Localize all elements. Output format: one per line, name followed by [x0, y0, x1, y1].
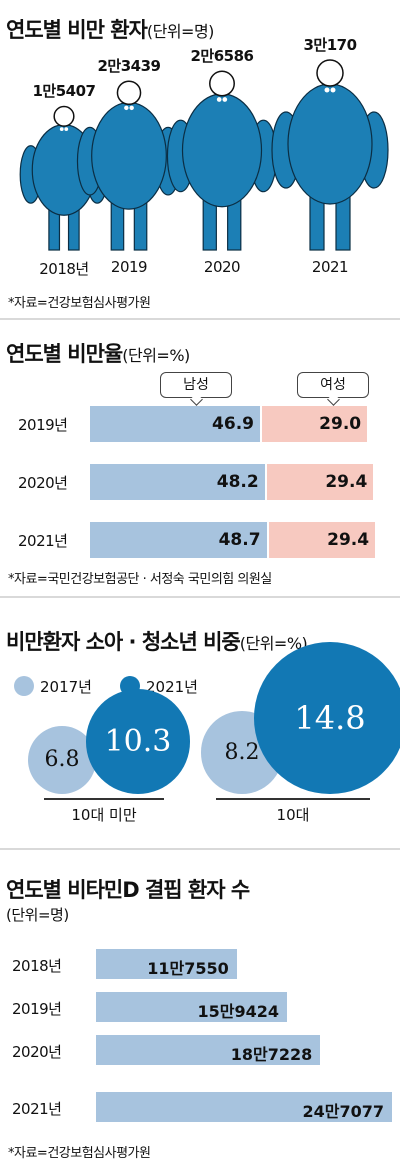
year-label: 2018년 — [12, 957, 62, 975]
female-value-label: 29.4 — [327, 530, 370, 550]
group-label: 10대 미만 — [71, 806, 137, 824]
group-underline — [216, 798, 370, 800]
value-label: 15만9424 — [197, 1002, 279, 1021]
legend-dot-icon — [14, 676, 34, 696]
value-label: 1만5407 — [32, 82, 97, 101]
vitamin-d-bar: 11만7550 — [96, 949, 237, 979]
obese-figure-1 — [76, 80, 182, 251]
year-label: 2021년 — [12, 1100, 62, 1118]
year-label: 2020년 — [12, 1043, 62, 1061]
source-note-4: *자료=건강보험심사평가원 — [8, 1146, 151, 1161]
source-note-1: *자료=건강보험심사평가원 — [8, 296, 151, 311]
unit-text: (단위=명) — [6, 906, 69, 924]
value-label: 3만170 — [303, 36, 357, 54]
value-label: 18만7228 — [230, 1045, 313, 1064]
vitamin-d-bar: 15만9424 — [96, 992, 287, 1022]
year-label: 2021년 — [18, 532, 68, 550]
title-text: 연도별 비만율 — [6, 342, 123, 366]
male-legend-bubble: 남성 — [160, 372, 232, 398]
female-value-label: 29.4 — [325, 472, 368, 492]
vitamin-d-bar: 24만7077 — [96, 1092, 392, 1122]
male-bar: 48.7 — [90, 522, 267, 558]
female-bar: 29.4 — [266, 464, 374, 500]
group-label: 10대 — [276, 806, 310, 824]
male-value-label: 48.2 — [216, 472, 259, 492]
year-label: 2020 — [203, 258, 241, 276]
male-bar: 48.2 — [90, 464, 265, 500]
title-text: 연도별 비만 환자 — [6, 18, 148, 42]
source-note-2: *자료=국민건강보험공단 · 서정숙 국민의힘 의원실 — [8, 572, 272, 587]
value-label: 11만7550 — [147, 959, 229, 978]
divider — [0, 318, 400, 320]
male-bar: 46.9 — [90, 406, 260, 442]
group-underline — [44, 798, 164, 800]
obese-figure-3 — [271, 59, 389, 251]
obesity-patients-title: 연도별 비만 환자(단위=명) — [6, 14, 214, 44]
female-value-label: 29.0 — [319, 414, 362, 434]
year-label: 2019 — [110, 258, 148, 276]
divider — [0, 596, 400, 598]
obesity-rate-title: 연도별 비만율(단위=%) — [6, 338, 190, 368]
obese-figure-0 — [19, 105, 109, 251]
value-label: 24만7077 — [302, 1102, 384, 1121]
female-bar: 29.4 — [268, 522, 376, 558]
year-label: 2021 — [311, 258, 349, 276]
female-legend-bubble: 여성 — [297, 372, 369, 398]
legend-label: 2021년 — [146, 678, 198, 696]
male-value-label: 48.7 — [218, 530, 261, 550]
year-label: 2020년 — [18, 474, 68, 492]
female-bar: 29.0 — [262, 406, 368, 442]
value-label: 2만3439 — [97, 57, 162, 76]
child-share-title: 비만환자 소아 · 청소년 비중(단위=%) — [6, 626, 308, 656]
circle-2021: 14.8 — [254, 642, 400, 794]
unit-text: (단위=%) — [122, 346, 190, 365]
male-value-label: 46.9 — [212, 414, 254, 434]
unit-text: (단위=%) — [239, 634, 308, 653]
legend-2017: 2017년 — [14, 676, 92, 697]
divider — [0, 848, 400, 850]
title-text: 비만환자 소아 · 청소년 비중 — [6, 630, 241, 654]
obese-figure-2 — [166, 70, 278, 251]
value-label: 2만6586 — [190, 47, 255, 66]
circle-2017: 6.8 — [27, 725, 97, 794]
year-label: 2019년 — [18, 416, 68, 434]
vitamin-d-bar: 18만7228 — [96, 1035, 321, 1065]
year-label: 2019년 — [12, 1000, 62, 1018]
legend-label: 2017년 — [40, 678, 92, 696]
vitamin-d-title: 연도별 비타민D 결핍 환자 수 — [6, 878, 250, 902]
circle-2021: 10.3 — [85, 689, 191, 794]
unit-text: (단위=명) — [146, 22, 215, 41]
year-label: 2018년 — [39, 260, 89, 278]
